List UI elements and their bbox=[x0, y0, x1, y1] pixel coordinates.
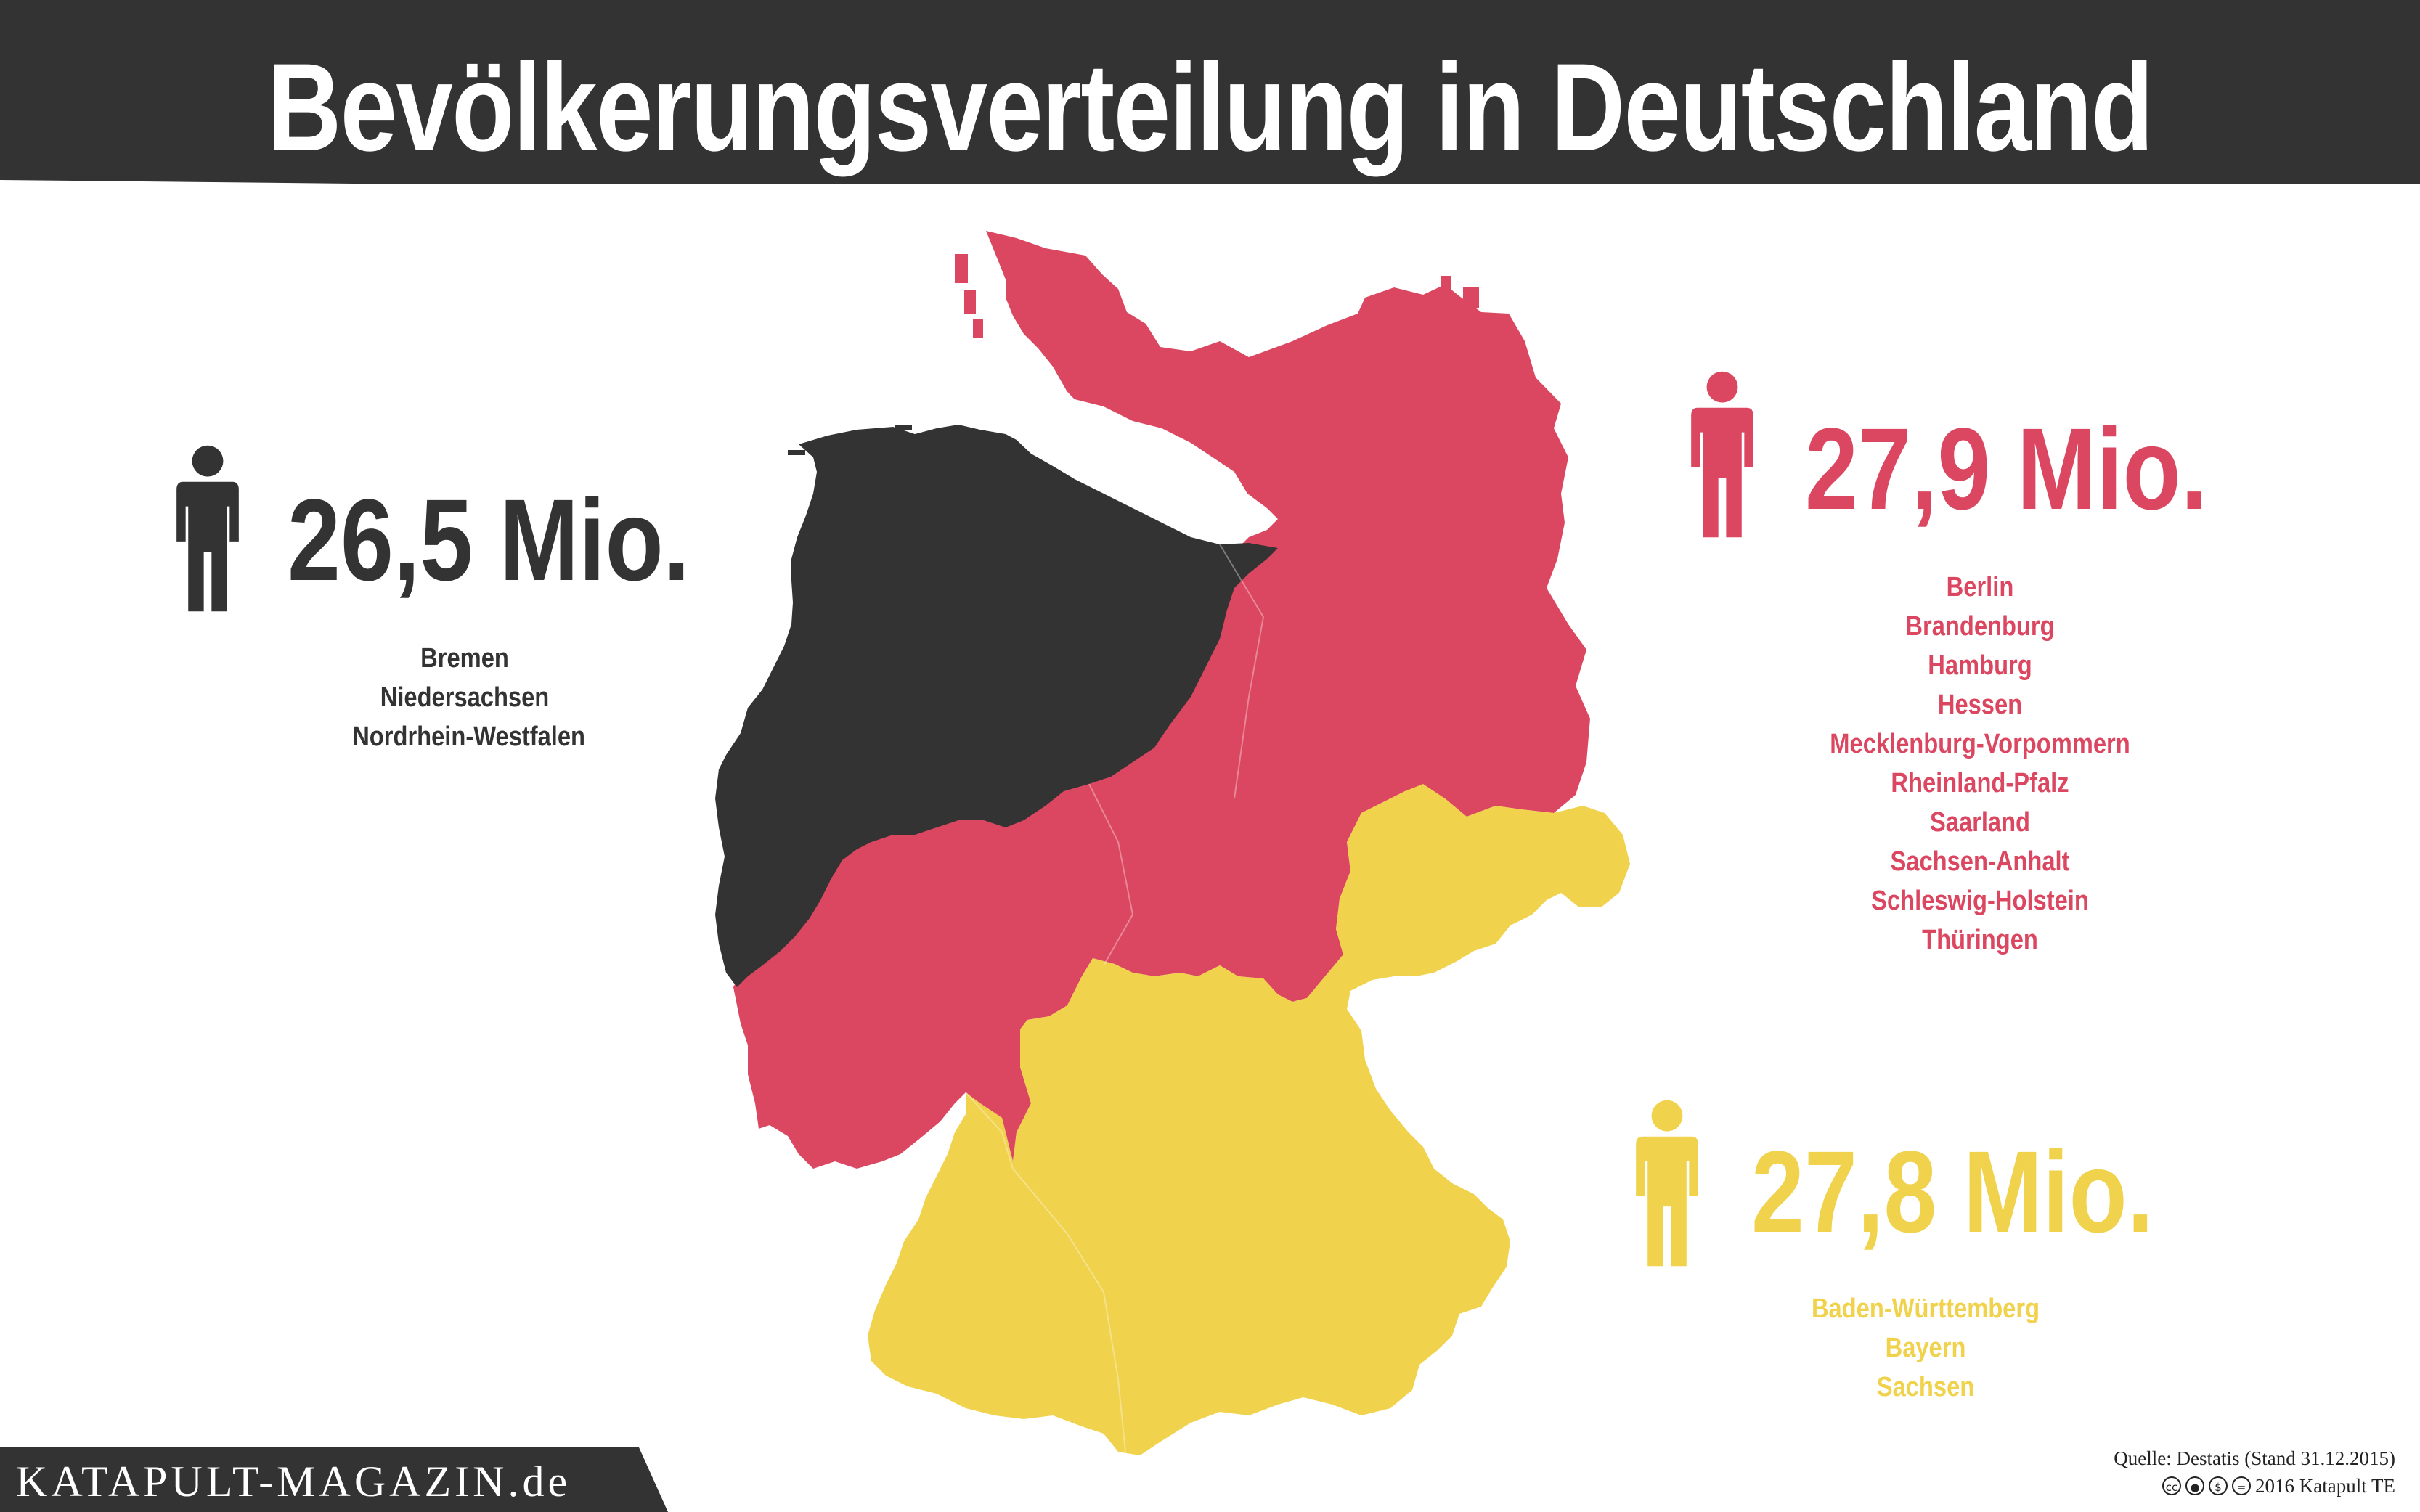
state-name: Baden-Württemberg bbox=[1811, 1294, 2040, 1324]
north-sea-islands bbox=[788, 425, 912, 455]
state-name: Schleswig-Holstein bbox=[1871, 886, 2089, 916]
state-name: Hamburg bbox=[1928, 650, 2032, 681]
nd-icon: = bbox=[2232, 1476, 2252, 1495]
person-icon-yellow bbox=[1636, 1100, 1698, 1267]
source-note: Quelle: Destatis (Stand 31.12.2015) bbox=[2114, 1447, 2395, 1469]
person-icon-dark bbox=[176, 445, 239, 612]
state-name: Niedersachsen bbox=[380, 682, 550, 713]
person-icon-red bbox=[1691, 371, 1753, 538]
state-name: Bremen bbox=[420, 643, 509, 674]
by-icon: ● bbox=[2185, 1476, 2205, 1495]
map-region-dark bbox=[715, 425, 1278, 987]
license-note: cc ● $ = 2016 Katapult TE bbox=[2162, 1474, 2395, 1498]
license-text: 2016 Katapult TE bbox=[2255, 1475, 2395, 1497]
state-name: Berlin bbox=[1946, 572, 2014, 602]
state-name: Brandenburg bbox=[1905, 611, 2055, 642]
page-title: Bevölkerungsverteilung in Deutschland bbox=[267, 38, 2154, 177]
cc-icon: cc bbox=[2162, 1476, 2182, 1495]
footer-logo-band bbox=[0, 1447, 668, 1512]
map-region-yellow bbox=[868, 784, 1630, 1455]
population-west: 26,5 Mio. bbox=[288, 475, 690, 605]
state-name: Bayern bbox=[1885, 1333, 1966, 1363]
state-name: Sachsen-Anhalt bbox=[1890, 846, 2070, 877]
north-islands-red bbox=[955, 254, 1479, 338]
header-band bbox=[0, 0, 2420, 184]
state-name: Mecklenburg-Vorpommern bbox=[1830, 729, 2130, 759]
state-name: Sachsen bbox=[1876, 1372, 1975, 1402]
state-name: Saarland bbox=[1929, 807, 2031, 838]
population-north-east: 27,9 Mio. bbox=[1805, 404, 2208, 534]
population-south: 27,8 Mio. bbox=[1751, 1127, 2154, 1256]
state-borders bbox=[965, 391, 1265, 1452]
state-list-west: Bremen Niedersachsen Nordrhein-Westfalen bbox=[352, 639, 585, 756]
state-name: Hessen bbox=[1937, 690, 2023, 720]
state-name: Rheinland-Pfalz bbox=[1891, 768, 2069, 798]
state-name: Nordrhein-Westfalen bbox=[352, 722, 585, 752]
nc-icon: $ bbox=[2209, 1476, 2228, 1495]
katapult-logo: KATAPULT-MAGAZIN.de bbox=[16, 1458, 571, 1505]
state-list-south: Baden-Württemberg Bayern Sachsen bbox=[1801, 1289, 2050, 1407]
state-list-north-east: Berlin Brandenburg Hamburg Hessen Meckle… bbox=[1814, 568, 2146, 960]
state-name: Thüringen bbox=[1922, 925, 2038, 955]
